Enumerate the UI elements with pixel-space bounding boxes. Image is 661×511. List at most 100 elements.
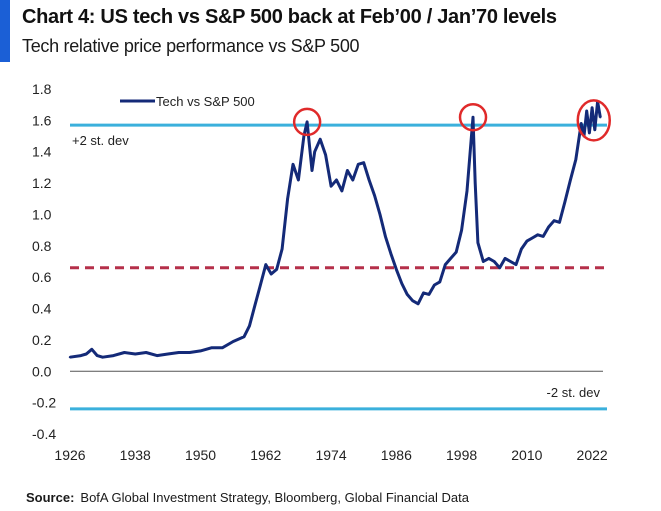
series-point	[389, 252, 393, 255]
series-point	[79, 354, 83, 357]
series-point	[493, 260, 496, 263]
series-point	[558, 221, 561, 224]
series-point	[444, 263, 447, 266]
series-point	[308, 142, 311, 146]
series-point	[503, 257, 507, 260]
series-point	[487, 257, 490, 260]
series-point	[101, 355, 104, 359]
series-point	[329, 185, 333, 188]
series-point	[199, 349, 202, 353]
series-point	[563, 200, 567, 204]
series-point	[324, 153, 327, 157]
series-point	[291, 163, 295, 166]
series-point	[514, 263, 518, 266]
series-point	[95, 354, 99, 357]
series-point	[449, 257, 452, 260]
series-point	[482, 260, 485, 263]
series-point	[134, 352, 137, 356]
series-point	[305, 120, 309, 124]
series-point	[473, 181, 477, 185]
series-point	[585, 109, 588, 113]
series-point	[427, 293, 431, 296]
minus-2-std-label: -2 st. dev	[547, 385, 601, 400]
tech-vs-sp500-series-line	[69, 100, 602, 359]
y-tick-label: 1.4	[32, 144, 52, 160]
y-tick-label: 0.4	[32, 301, 52, 317]
series-point	[297, 178, 300, 182]
y-tick-label: 1.0	[32, 206, 52, 222]
series-point	[531, 236, 534, 240]
series-point	[590, 106, 594, 110]
series-point	[335, 178, 338, 182]
series-point	[460, 228, 463, 232]
series-point	[438, 280, 442, 284]
chart-title: Chart 4: US tech vs S&P 500 back at Feb’…	[22, 6, 557, 28]
x-tick-label: 1974	[315, 447, 346, 463]
series-point	[465, 189, 469, 193]
source-label: Source:	[26, 490, 75, 505]
series-point	[395, 268, 398, 271]
series-point	[373, 194, 376, 197]
series-point	[177, 351, 180, 354]
series-point	[253, 304, 257, 307]
series-point	[525, 239, 529, 243]
series-point	[318, 137, 322, 141]
title-accent-bar	[0, 0, 10, 62]
y-tick-label: 1.8	[32, 81, 52, 97]
y-tick-label: 0.6	[32, 269, 52, 285]
y-tick-label: 0.8	[32, 238, 52, 254]
line-chart: 1.8 1.6 1.4 1.2 1.0 0.8 0.6 0.4 0.2 0.0 -0.2 -0.4 19…	[32, 81, 612, 463]
series-point	[520, 247, 523, 251]
series-point	[275, 268, 278, 271]
series-point	[221, 346, 224, 349]
series-point	[547, 225, 550, 229]
series-point	[346, 169, 349, 172]
x-tick-label: 2010	[511, 447, 542, 463]
series-point	[248, 324, 251, 327]
series-point	[310, 169, 314, 172]
chart-subtitle: Tech relative price performance vs S&P 5…	[22, 36, 360, 56]
series-point	[509, 260, 512, 263]
series-point	[580, 122, 583, 125]
series-point	[155, 354, 159, 357]
series-point	[471, 116, 475, 119]
y-tick-label: -0.4	[32, 426, 56, 442]
series-point	[90, 348, 93, 351]
series-point	[367, 178, 371, 182]
series-point	[280, 247, 284, 251]
series-point	[340, 189, 344, 193]
series-point	[362, 161, 365, 164]
highlight-circle	[576, 99, 612, 142]
series-point	[400, 282, 403, 285]
series-point	[422, 291, 425, 295]
series-point	[476, 241, 480, 244]
x-tick-label: 1986	[381, 447, 412, 463]
y-tick-label: 1.6	[32, 112, 52, 128]
series-point	[357, 163, 360, 166]
series-point	[416, 302, 420, 306]
x-tick-label: 1950	[185, 447, 216, 463]
series-point	[574, 158, 578, 161]
series-point	[498, 266, 501, 269]
series-point	[68, 355, 72, 359]
series-point	[541, 235, 545, 238]
series-point	[259, 283, 262, 287]
series-point	[210, 346, 213, 349]
series-point	[188, 351, 191, 354]
series-point	[599, 116, 602, 119]
series-point	[351, 178, 355, 182]
y-tick-label: -0.2	[32, 395, 56, 411]
series-point	[454, 250, 458, 254]
x-tick-label: 1938	[120, 447, 151, 463]
series-point	[242, 335, 246, 338]
y-tick-label: 1.2	[32, 175, 52, 191]
source-note: Source: BofA Global Investment Strategy, …	[26, 490, 469, 505]
series-point	[569, 178, 572, 182]
series-point	[593, 128, 597, 131]
series-point	[378, 213, 382, 216]
highlight-circle	[458, 102, 488, 132]
series-point	[313, 150, 316, 153]
plus-2-std-label: +2 st. dev	[72, 133, 129, 148]
series-point	[231, 340, 235, 343]
source-text: BofA Global Investment Strategy, Bloombe…	[80, 490, 469, 505]
